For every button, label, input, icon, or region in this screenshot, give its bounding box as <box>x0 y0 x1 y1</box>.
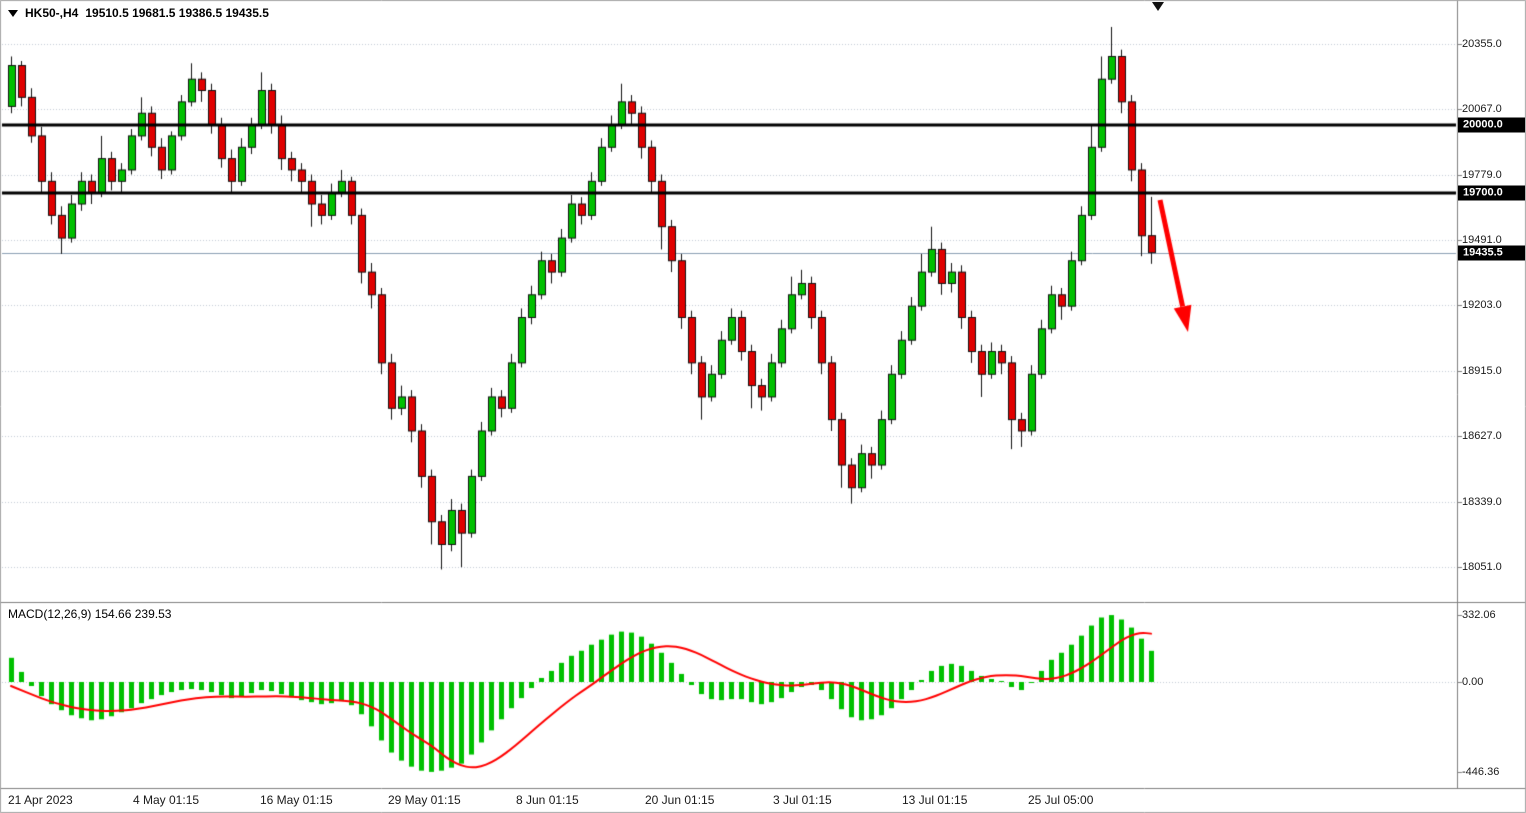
time-axis-label: 25 Jul 05:00 <box>1028 793 1094 807</box>
time-axis-label: 13 Jul 01:15 <box>902 793 968 807</box>
time-axis-label: 29 May 01:15 <box>388 793 461 807</box>
price-tick-label: 18339.0 <box>1462 495 1502 508</box>
price-tick-label: 19779.0 <box>1462 168 1502 181</box>
price-tick-label: 18051.0 <box>1462 560 1502 573</box>
macd-tick-label: -446.36 <box>1462 765 1500 778</box>
price-tick-label: 18915.0 <box>1462 364 1502 377</box>
macd-indicator-label: MACD(12,26,9) 154.66 239.53 <box>8 607 172 621</box>
time-axis-label: 21 Apr 2023 <box>8 793 73 807</box>
symbol-dropdown-icon[interactable] <box>8 9 18 17</box>
time-axis-label: 20 Jun 01:15 <box>645 793 715 807</box>
price-tick-label: 18627.0 <box>1462 430 1502 443</box>
chart-header: HK50-,H4 19510.5 19681.5 19386.5 19435.5 <box>8 6 269 20</box>
price-tick-label: 19491.0 <box>1462 234 1502 247</box>
time-axis-label: 8 Jun 01:15 <box>516 793 579 807</box>
price-tick-label: 19203.0 <box>1462 299 1502 312</box>
current-price-box: 19435.5 <box>1458 245 1525 261</box>
time-axis-label: 4 May 01:15 <box>133 793 200 807</box>
down-arrow-marker-icon <box>1152 2 1164 11</box>
price-tick-label: 20067.0 <box>1462 103 1502 116</box>
time-axis-label: 16 May 01:15 <box>260 793 333 807</box>
ohlc-values: 19510.5 19681.5 19386.5 19435.5 <box>85 6 269 20</box>
macd-tick-label: 0.00 <box>1462 675 1484 688</box>
symbol-timeframe-label: HK50-,H4 <box>25 6 79 20</box>
macd-tick-label: 332.06 <box>1462 609 1496 622</box>
price-tick-label: 20355.0 <box>1462 37 1502 50</box>
level-price-box: 19700.0 <box>1458 185 1525 201</box>
time-axis-label: 3 Jul 01:15 <box>773 793 832 807</box>
level-price-box: 20000.0 <box>1458 117 1525 133</box>
